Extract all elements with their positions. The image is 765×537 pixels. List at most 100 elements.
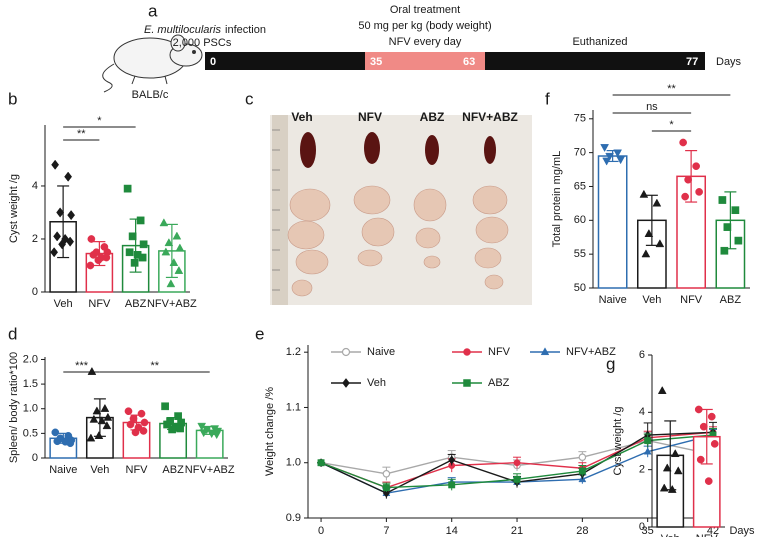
y-tick-label: 4 (639, 406, 645, 418)
x-tick-label: NFV (88, 298, 111, 310)
x-tick-label: 35 (642, 525, 654, 537)
point (172, 231, 182, 240)
point (139, 240, 148, 249)
point (87, 235, 96, 243)
point (578, 453, 587, 462)
point (53, 437, 62, 446)
point (124, 407, 133, 416)
point (161, 247, 171, 256)
point (317, 459, 325, 467)
point (382, 484, 390, 492)
y-axis-label: Spleen/ body ratio*100 (8, 352, 20, 463)
group-label: NFV+ABZ (462, 110, 518, 124)
point (131, 428, 140, 437)
y-axis-label: Weight change /% (264, 387, 276, 476)
y-tick-label: 75 (574, 113, 586, 125)
legend-label: Naive (367, 346, 395, 358)
point (174, 265, 184, 274)
y-tick-label: 70 (574, 147, 586, 159)
point (657, 385, 667, 394)
point (448, 455, 456, 465)
point (704, 477, 713, 485)
y-tick-label: 0.9 (286, 512, 301, 524)
point (641, 249, 651, 258)
infection-label: E. multilocularis infection (144, 24, 266, 36)
point (644, 229, 654, 237)
legend-marker (463, 348, 471, 356)
point (66, 439, 75, 448)
point (94, 430, 104, 439)
day-label: 0 (210, 56, 216, 68)
point (140, 418, 149, 427)
point (64, 171, 73, 182)
point (382, 469, 391, 478)
treatment-line: Oral treatment (390, 4, 460, 16)
point (605, 152, 615, 161)
x-tick-label: Veh (642, 294, 661, 306)
x-tick-label: 28 (576, 525, 588, 537)
panel-label: e (255, 324, 264, 343)
point (673, 466, 683, 475)
x-tick-label: ABZ (162, 464, 184, 476)
point (710, 440, 719, 448)
group-label: Veh (291, 110, 312, 124)
y-tick-label: 65 (574, 180, 586, 192)
x-tick-label: 0 (318, 525, 324, 537)
panel-label: f (545, 89, 550, 108)
point (643, 447, 652, 455)
point (670, 449, 680, 458)
legend-marker (463, 379, 471, 387)
x-tick-label: NFV (126, 464, 149, 476)
treatment-line: 50 mg per kg (body weight) (358, 20, 491, 32)
legend-label: Veh (367, 377, 386, 389)
x-tick-label: Veh (54, 298, 73, 310)
point (102, 421, 112, 430)
y-tick-label: 1.2 (286, 346, 301, 358)
days-label: Days (716, 56, 742, 68)
point (123, 184, 132, 193)
point (168, 425, 176, 434)
point (159, 218, 169, 227)
legend-label: NFV+ABZ (566, 346, 616, 358)
y-tick-label: 6 (639, 349, 645, 361)
point (600, 144, 610, 153)
point (97, 416, 107, 425)
point (89, 414, 99, 423)
point (163, 420, 171, 429)
panel-label: a (148, 1, 158, 20)
y-tick-label: 1.5 (23, 378, 38, 390)
y-tick-label: 0 (32, 452, 38, 464)
point (56, 207, 65, 218)
point (136, 216, 145, 225)
y-tick-label: 1.0 (286, 457, 301, 469)
x-tick-label: Veh (90, 464, 109, 476)
y-tick-label: 0 (639, 521, 645, 533)
photo (270, 115, 532, 305)
point (644, 437, 652, 445)
point (578, 467, 586, 475)
significance-label: ** (77, 128, 86, 140)
point (126, 420, 135, 429)
point (659, 483, 669, 492)
legend-marker (540, 347, 550, 356)
point (718, 196, 727, 204)
y-axis-label: Total protein mg/mL (551, 151, 563, 248)
significance-label: ** (151, 360, 160, 372)
point (51, 428, 60, 437)
point (103, 412, 113, 421)
point (92, 406, 102, 415)
point (652, 198, 662, 207)
point (448, 481, 456, 489)
significance-label: * (97, 115, 102, 127)
point (138, 253, 147, 262)
legend-label: ABZ (488, 377, 510, 389)
x-tick-label: ABZ (125, 298, 147, 310)
point (89, 251, 98, 259)
panel-label: g (606, 354, 615, 373)
point (128, 232, 137, 241)
y-axis-label: Cyst weight /g (8, 174, 20, 243)
x-tick-label: 42 (707, 525, 719, 537)
point (699, 422, 708, 431)
y-tick-label: 2 (32, 233, 38, 245)
point (94, 256, 103, 265)
